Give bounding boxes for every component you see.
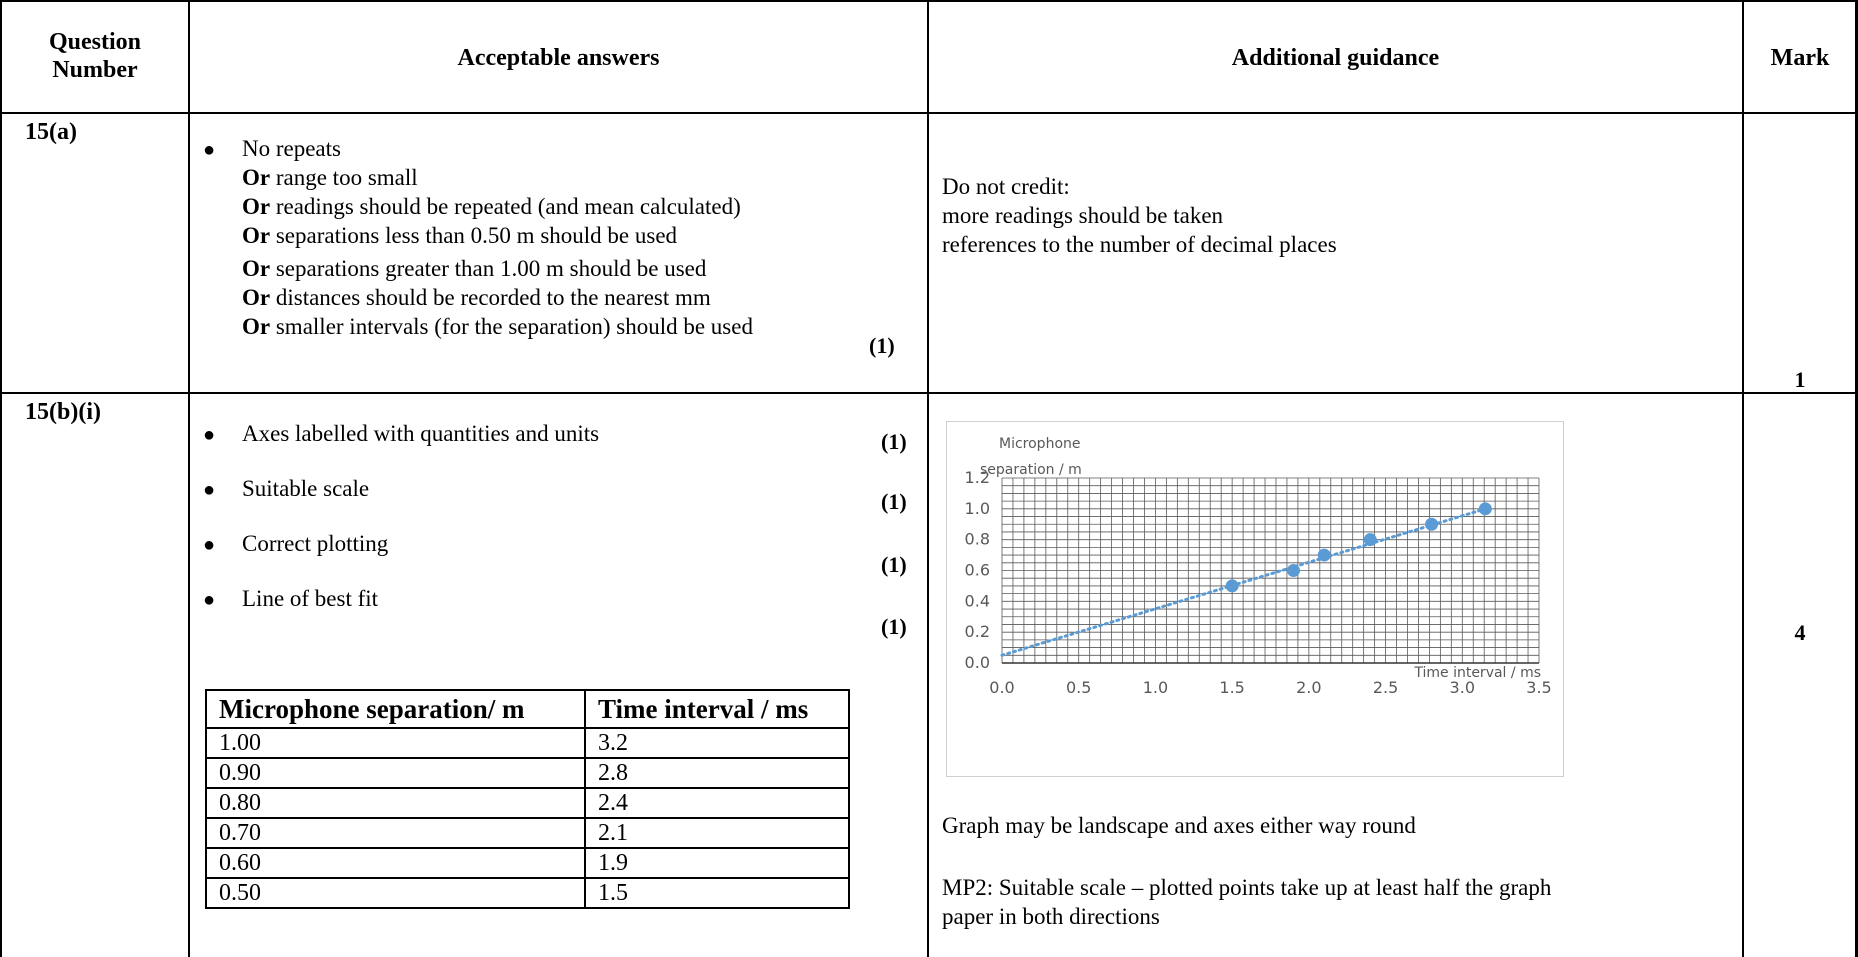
table-row: 0.50 1.5 [205,877,850,909]
table-header-row: Microphone separation/ m Time interval /… [205,689,850,729]
mark-15bi: 4 [1794,620,1806,645]
col-divider-3 [1742,0,1744,957]
y-tick-label: 0.8 [965,530,990,549]
header-question-line-1: Question [48,29,141,55]
header-mark: Mark [1770,45,1830,71]
mark-15a: 1 [1794,367,1806,392]
data-point [1478,502,1492,516]
question-number-15bi: 15(b)(i) [25,399,101,425]
question-number-15a: 15(a) [25,119,77,145]
frame-top [0,0,1858,2]
table-row: 0.90 2.8 [205,757,850,789]
y-tick-label: 0.0 [965,653,990,672]
header-bottom-rule [0,112,1858,114]
table-cell: 1.9 [584,847,850,879]
table-cell: 1.5 [584,877,850,909]
chart-frame: 0.0 0.5 1.0 1.5 2.0 2.5 3.0 3.5 0.0 0.2 0.4 0.6 0.8 1… [946,421,1564,777]
x-tick-label: 1.5 [1219,678,1244,697]
bullet-icon: ● [203,139,216,161]
point-3-mark: (1) [881,552,907,577]
guidance-15bi-line-2: MP2: Suitable scale – plotted points tak… [942,873,1551,931]
table-cell: 0.60 [205,847,586,879]
point-4: Line of best fit [242,586,379,611]
data-table: Microphone separation/ m Time interval /… [205,689,850,909]
col-divider-1 [188,0,190,957]
point-4-mark: (1) [881,614,907,639]
bullet-icon: ● [203,534,216,556]
table-cell: 2.8 [584,757,850,789]
frame-left [0,0,2,957]
y-tick-label: 1.0 [965,499,990,518]
x-tick-label: 0.5 [1066,678,1091,697]
data-point [1287,564,1301,577]
scatter-chart: 0.0 0.5 1.0 1.5 2.0 2.5 3.0 3.5 0.0 0.2 0.4 0.6 0.8 1… [965,436,1552,697]
point-2-mark: (1) [881,489,907,514]
table-cell: 2.4 [584,787,850,819]
data-point [1363,533,1377,547]
guidance-15bi-line-1: Graph may be landscape and axes either w… [942,813,1416,838]
header-question-number: Question Number [2,28,188,84]
col-divider-2 [927,0,929,957]
data-point [1225,579,1239,593]
answer-line: Or range too small [242,165,418,190]
data-point [1317,548,1331,562]
table-row: 1.00 3.2 [205,727,850,759]
point-3: Correct plotting [242,531,389,556]
guidance-line: more readings should be taken [942,203,1224,228]
table-cell: 0.80 [205,787,586,819]
guidance-line: MP2: Suitable scale – plotted points tak… [942,875,1552,900]
frame-right [1855,0,1858,957]
table-cell: 2.1 [584,817,850,849]
bullet-icon: ● [203,479,216,501]
answer-line: No repeats [242,136,341,161]
y-axis-label: separation / m [980,462,1082,478]
y-tick-label: 1.2 [965,468,990,487]
answer-line: Or separations greater than 1.00 m shoul… [242,256,707,281]
table-cell: 0.70 [205,817,586,849]
header-additional-guidance: Additional guidance [1231,45,1440,71]
answers-15a: No repeats Or range too small Or reading… [242,134,922,341]
table-row: 0.60 1.9 [205,847,850,879]
point-2: Suitable scale [242,476,370,501]
x-tick-label: 3.5 [1526,678,1551,697]
table-cell: 0.90 [205,757,586,789]
bullet-icon: ● [203,424,216,446]
bullet-icon: ● [203,589,216,611]
trendline [1000,507,1487,657]
x-tick-label: 0.0 [989,678,1014,697]
table-header-time: Time interval / ms [584,689,850,729]
point-1: Axes labelled with quantities and units [242,421,600,446]
row-divider [0,392,1858,394]
y-tick-label: 0.6 [965,561,990,580]
guidance-line: paper in both directions [942,904,1160,929]
x-tick-label: 3.0 [1450,678,1475,697]
x-axis-label: Time interval / ms [1413,665,1541,681]
answer-line: Or readings should be repeated (and mean… [242,194,741,219]
answer-mark-15a: (1) [869,333,895,358]
table-cell: 0.50 [205,877,586,909]
guidance-15a: Do not credit: more readings should be t… [942,172,1732,259]
y-axis-label: Microphone [999,436,1081,452]
table-row: 0.80 2.4 [205,787,850,819]
guidance-line: Do not credit: [942,174,1070,199]
x-tick-label: 2.0 [1296,678,1321,697]
table-cell: 1.00 [205,727,586,759]
table-header-separation: Microphone separation/ m [205,689,586,729]
data-point [1425,517,1439,531]
x-tick-label: 1.0 [1143,678,1168,697]
header-question-line-2: Number [52,57,138,83]
table-cell: 3.2 [584,727,850,759]
y-tick-label: 0.2 [965,622,990,641]
x-tick-label: 2.5 [1373,678,1398,697]
point-1-mark: (1) [881,429,907,454]
answer-line: Or separations less than 0.50 m should b… [242,223,678,248]
header-acceptable-answers: Acceptable answers [457,45,660,71]
answer-line: Or distances should be recorded to the n… [242,285,711,310]
y-tick-label: 0.4 [965,591,990,610]
guidance-line: references to the number of decimal plac… [942,232,1337,257]
table-row: 0.70 2.1 [205,817,850,849]
answer-line: Or smaller intervals (for the separation… [242,314,753,339]
